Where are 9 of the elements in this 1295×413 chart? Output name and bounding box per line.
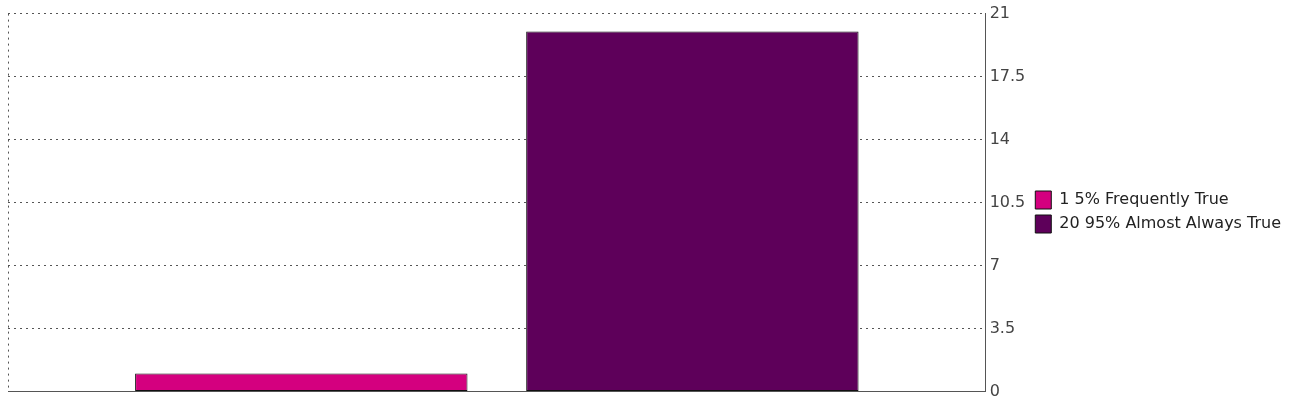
y-tick-label: 3.5 bbox=[989, 317, 1016, 337]
y-tick-label: 10.5 bbox=[989, 191, 1026, 211]
y-tick-label: 17.5 bbox=[989, 65, 1026, 85]
legend-label: 20 95% Almost Always True bbox=[1059, 213, 1282, 233]
legend-label: 1 5% Frequently True bbox=[1059, 189, 1229, 209]
y-tick-label: 0 bbox=[989, 380, 1000, 400]
y-tick-label: 7 bbox=[989, 254, 1000, 274]
y-tick-label: 14 bbox=[989, 128, 1011, 148]
y-tick-label: 21 bbox=[989, 2, 1011, 22]
